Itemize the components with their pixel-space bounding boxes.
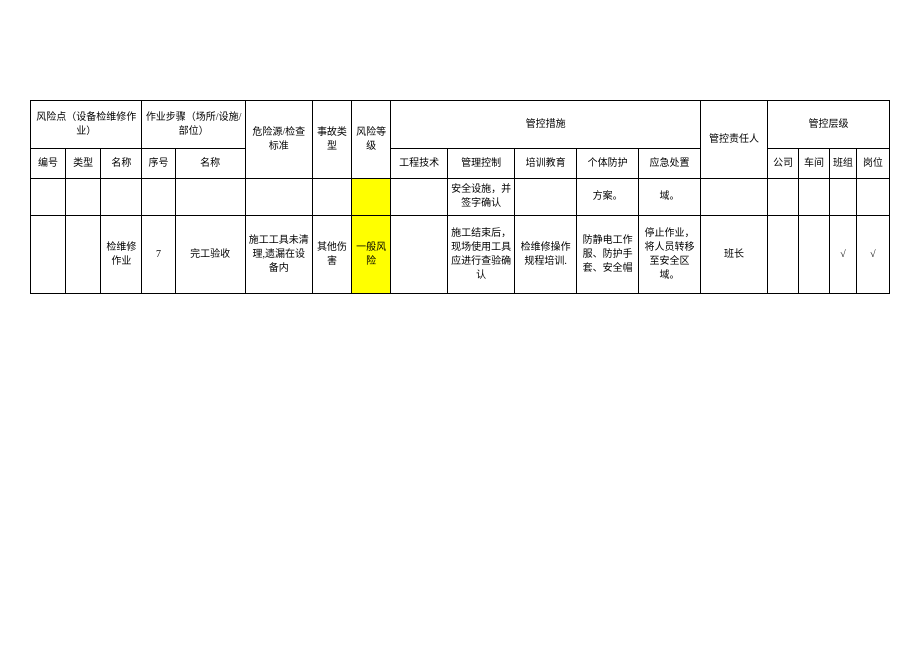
table-row: 安全设施，并签字确认 方案。 域。 (31, 179, 890, 216)
cell-accident-type: 其他伤害 (312, 216, 351, 294)
header-accident-type: 事故类型 (312, 101, 351, 179)
cell-mgmt-control: 施工结束后，现场使用工具应进行查验确认 (448, 216, 515, 294)
header-hazard-source: 危险源/检查标准 (245, 101, 312, 179)
header-control-person: 管控责任人 (700, 101, 767, 179)
cell-eng-tech (391, 216, 448, 294)
header-company: 公司 (768, 149, 799, 179)
cell-team: √ (830, 216, 857, 294)
cell-company (768, 216, 799, 294)
cell-risk-level (352, 179, 391, 216)
cell-control-person: 班长 (700, 216, 767, 294)
cell-seq-no (142, 179, 175, 216)
cell-name2 (175, 179, 245, 216)
header-risk-point: 风险点（设备检维修作业） (31, 101, 142, 149)
cell-company (768, 179, 799, 216)
cell-type (66, 179, 101, 216)
header-workshop: 车间 (799, 149, 830, 179)
cell-name1: 检维修作业 (101, 216, 142, 294)
cell-train-edu: 检维修操作规程培训. (515, 216, 577, 294)
cell-name1 (101, 179, 142, 216)
header-seq-no: 序号 (142, 149, 175, 179)
header-control-measure: 管控措施 (391, 101, 701, 149)
cell-serial-no (31, 216, 66, 294)
cell-train-edu (515, 179, 577, 216)
cell-mgmt-control: 安全设施，并签字确认 (448, 179, 515, 216)
header-train-edu: 培训教育 (515, 149, 577, 179)
cell-hazard-source (245, 179, 312, 216)
cell-workshop (799, 216, 830, 294)
cell-emergency-handle: 域。 (639, 179, 701, 216)
header-mgmt-control: 管理控制 (448, 149, 515, 179)
cell-post: √ (856, 216, 889, 294)
cell-workshop (799, 179, 830, 216)
header-name1: 名称 (101, 149, 142, 179)
table-row: 检维修作业 7 完工验收 施工工具未清理,遗漏在设备内 其他伤害 一般风险 施工… (31, 216, 890, 294)
header-name2: 名称 (175, 149, 245, 179)
cell-type (66, 216, 101, 294)
header-post: 岗位 (856, 149, 889, 179)
header-serial-no: 编号 (31, 149, 66, 179)
risk-assessment-table: 风险点（设备检维修作业） 作业步骤（场所/设施/部位） 危险源/检查标准 事故类… (30, 100, 890, 294)
cell-control-person (700, 179, 767, 216)
cell-name2: 完工验收 (175, 216, 245, 294)
cell-risk-level: 一般风险 (352, 216, 391, 294)
header-control-level: 管控层级 (768, 101, 890, 149)
cell-serial-no (31, 179, 66, 216)
header-personal-protect: 个体防护 (577, 149, 639, 179)
header-work-step: 作业步骤（场所/设施/部位） (142, 101, 245, 149)
header-row-1: 风险点（设备检维修作业） 作业步骤（场所/设施/部位） 危险源/检查标准 事故类… (31, 101, 890, 149)
cell-eng-tech (391, 179, 448, 216)
cell-accident-type (312, 179, 351, 216)
header-eng-tech: 工程技术 (391, 149, 448, 179)
cell-personal-protect: 方案。 (577, 179, 639, 216)
cell-hazard-source: 施工工具未清理,遗漏在设备内 (245, 216, 312, 294)
header-emergency-handle: 应急处置 (639, 149, 701, 179)
cell-seq-no: 7 (142, 216, 175, 294)
header-risk-level: 风险等级 (352, 101, 391, 179)
cell-post (856, 179, 889, 216)
cell-team (830, 179, 857, 216)
cell-emergency-handle: 停止作业，将人员转移至安全区域。 (639, 216, 701, 294)
header-team: 班组 (830, 149, 857, 179)
header-type: 类型 (66, 149, 101, 179)
cell-personal-protect: 防静电工作服、防护手套、安全帽 (577, 216, 639, 294)
